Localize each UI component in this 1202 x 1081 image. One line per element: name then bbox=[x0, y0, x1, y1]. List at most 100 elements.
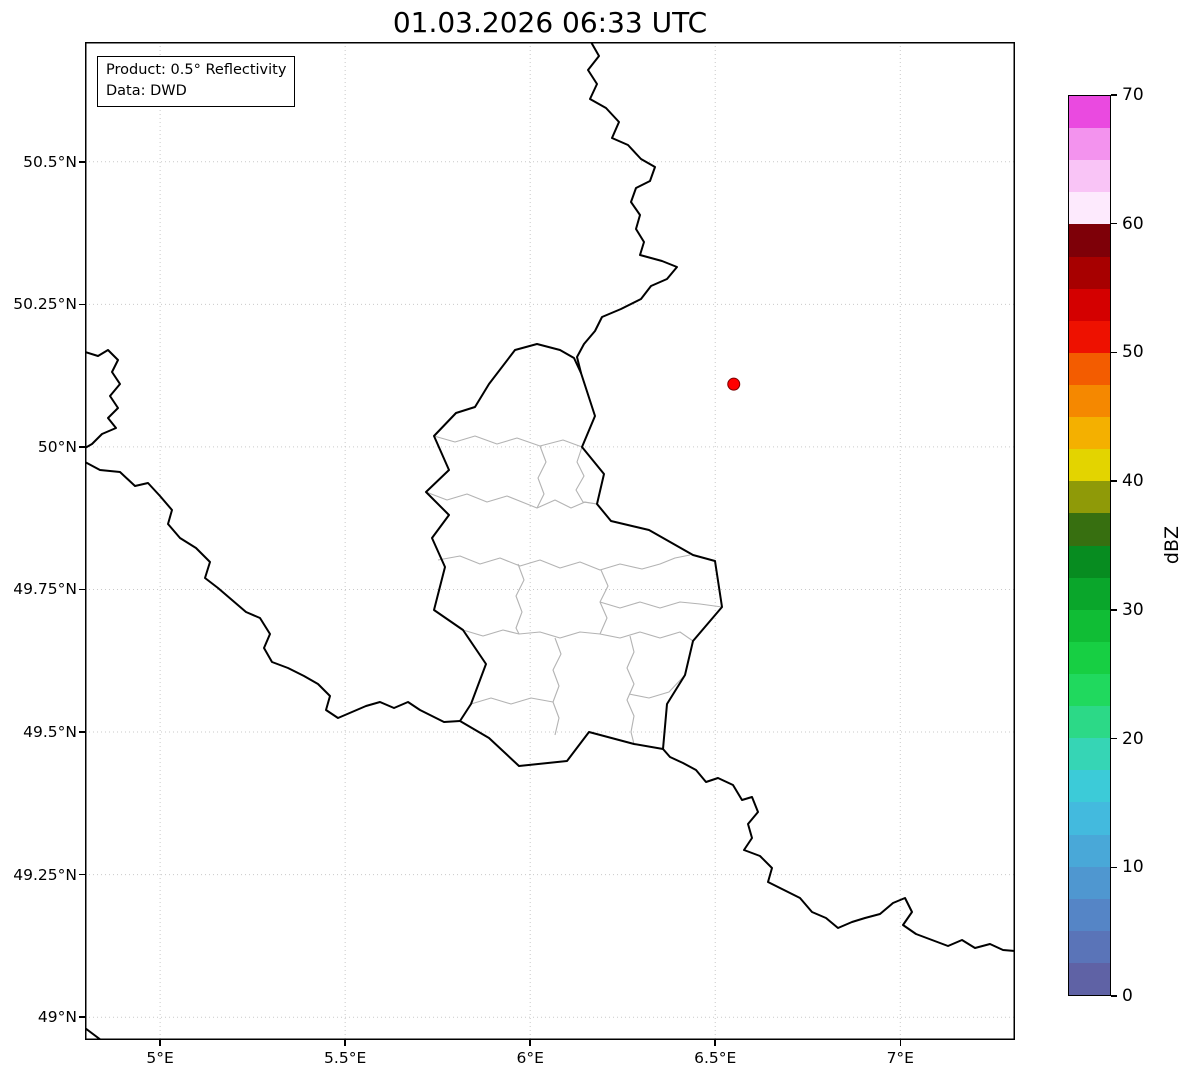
border-france-belgium bbox=[85, 461, 461, 723]
colorbar-tick-mark bbox=[1111, 94, 1117, 96]
canton-border-line bbox=[626, 635, 635, 745]
x-tick-label: 6°E bbox=[516, 1049, 544, 1067]
y-tick-label: 49°N bbox=[37, 1008, 77, 1027]
colorbar-segment bbox=[1069, 641, 1110, 674]
colorbar-segment bbox=[1069, 256, 1110, 289]
canton-border-line bbox=[536, 445, 547, 509]
x-tick-mark bbox=[714, 1040, 716, 1046]
border-luxembourg bbox=[425, 343, 723, 767]
canton-border-line bbox=[462, 629, 694, 642]
colorbar-segment bbox=[1069, 962, 1110, 996]
border-belgium-germany bbox=[576, 42, 678, 374]
country-borders bbox=[85, 42, 1015, 1040]
colorbar-tick-label: 40 bbox=[1122, 471, 1144, 492]
x-tick-mark bbox=[529, 1040, 531, 1046]
colorbar-unit-label: dBZ bbox=[1161, 525, 1183, 565]
colorbar-segment bbox=[1069, 192, 1110, 225]
colorbar-segment bbox=[1069, 288, 1110, 321]
x-tick-label: 5.5°E bbox=[324, 1049, 367, 1067]
colorbar-tick-label: 60 bbox=[1122, 213, 1144, 234]
colorbar-segment bbox=[1069, 513, 1110, 546]
y-tick-label: 49.25°N bbox=[13, 865, 77, 884]
colorbar-segment bbox=[1069, 577, 1110, 610]
colorbar-segment bbox=[1069, 352, 1110, 385]
colorbar-tick-mark bbox=[1111, 222, 1117, 225]
canton-border-line bbox=[433, 435, 583, 448]
x-tick-mark bbox=[899, 1040, 902, 1046]
border-france-belgium-givet bbox=[85, 349, 121, 449]
canton-border-line bbox=[425, 491, 598, 509]
colorbar-segment bbox=[1069, 898, 1110, 931]
y-tick-mark bbox=[79, 446, 85, 448]
colorbar-segment bbox=[1069, 930, 1110, 963]
colorbar-tick-label: 70 bbox=[1122, 85, 1144, 105]
y-tick-mark bbox=[79, 161, 85, 163]
product-info-box: Product: 0.5° Reflectivity Data: DWD bbox=[97, 56, 296, 108]
colorbar-tick-mark bbox=[1111, 995, 1117, 997]
canton-border-line bbox=[437, 554, 691, 571]
canton-border-line bbox=[470, 697, 554, 705]
y-tick-label: 49.75°N bbox=[13, 580, 77, 599]
y-tick-mark bbox=[79, 731, 85, 733]
colorbar-segment bbox=[1069, 384, 1110, 418]
border-fragment-bottom-left bbox=[85, 1027, 102, 1040]
graticule-gridlines bbox=[85, 42, 1015, 1040]
colorbar-segment bbox=[1069, 449, 1110, 482]
colorbar-tick-label: 30 bbox=[1122, 599, 1144, 620]
y-tick-label: 49.5°N bbox=[23, 723, 77, 742]
y-tick-label: 50°N bbox=[37, 437, 77, 456]
canton-border-line bbox=[628, 674, 686, 699]
colorbar-tick-mark bbox=[1111, 737, 1117, 740]
colorbar-segment bbox=[1069, 738, 1110, 771]
plot-frame bbox=[85, 42, 1015, 1040]
colorbar-segment bbox=[1069, 545, 1110, 578]
x-tick-mark bbox=[344, 1040, 346, 1046]
colorbar-tick-label: 10 bbox=[1122, 857, 1144, 878]
x-tick-label: 5°E bbox=[146, 1049, 174, 1067]
y-tick-label: 50.5°N bbox=[23, 152, 77, 171]
colorbar-tick-mark bbox=[1111, 609, 1117, 611]
luxembourg-canton-borders bbox=[425, 435, 723, 745]
y-tick-label: 50.25°N bbox=[13, 295, 77, 314]
colorbar-segment bbox=[1069, 320, 1110, 353]
colorbar-segment bbox=[1069, 609, 1110, 642]
canton-border-line bbox=[599, 601, 723, 609]
map-canvas bbox=[85, 42, 1015, 1040]
y-tick-mark bbox=[79, 588, 85, 591]
colorbar-segment bbox=[1069, 417, 1110, 450]
colorbar-segment bbox=[1069, 224, 1110, 257]
colorbar-tick-mark bbox=[1111, 351, 1117, 354]
colorbar-tick-mark bbox=[1111, 866, 1117, 869]
plot-title: 01.03.2026 06:33 UTC bbox=[392, 6, 708, 39]
colorbar-segment bbox=[1069, 96, 1110, 129]
colorbar-segment bbox=[1069, 834, 1110, 867]
colorbar-segment bbox=[1069, 770, 1110, 803]
colorbar-segment bbox=[1069, 802, 1110, 835]
y-tick-mark bbox=[79, 303, 85, 306]
border-france-germany bbox=[662, 748, 1015, 952]
radar-location-marker bbox=[727, 377, 741, 391]
y-tick-mark bbox=[79, 873, 85, 876]
colorbar-segment bbox=[1069, 706, 1110, 739]
colorbar-segment bbox=[1069, 673, 1110, 707]
canton-border-line bbox=[552, 637, 562, 736]
canton-border-line bbox=[575, 446, 598, 505]
colorbar-tick-label: 0 bbox=[1122, 986, 1133, 1006]
product-label: Product: 0.5° Reflectivity bbox=[106, 62, 287, 78]
colorbar-segment bbox=[1069, 160, 1110, 193]
colorbar-tick-label: 20 bbox=[1122, 728, 1144, 749]
colorbar-segment bbox=[1069, 481, 1110, 514]
canton-border-line bbox=[515, 563, 525, 635]
colorbar-segment bbox=[1069, 866, 1110, 899]
x-tick-label: 6.5°E bbox=[694, 1049, 737, 1067]
x-tick-label: 7°E bbox=[886, 1049, 914, 1067]
colorbar-segment bbox=[1069, 128, 1110, 161]
x-tick-mark bbox=[159, 1040, 161, 1046]
colorbar-tick-label: 50 bbox=[1122, 342, 1144, 363]
y-tick-mark bbox=[79, 1016, 85, 1018]
colorbar bbox=[1068, 95, 1111, 996]
data-source-label: Data: DWD bbox=[106, 83, 187, 100]
colorbar-tick-mark bbox=[1111, 480, 1117, 482]
map-plot: Product: 0.5° Reflectivity Data: DWD bbox=[85, 42, 1015, 1040]
